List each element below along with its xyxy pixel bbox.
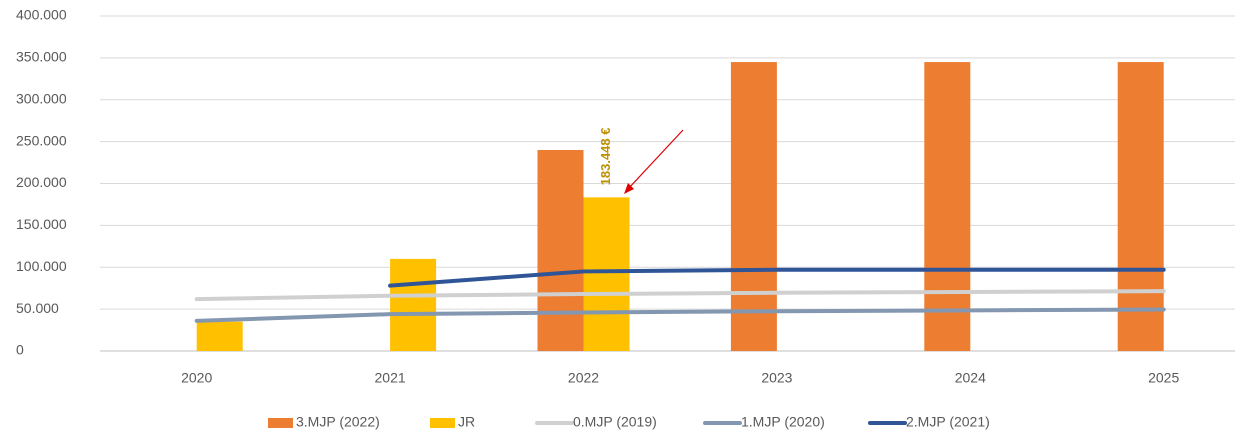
annotation-arrow [627,129,684,190]
y-tick-label: 400.000 [16,7,67,23]
legend-label: 2.MJP (2021) [906,414,990,430]
bar [583,197,630,351]
y-tick-label: 150.000 [16,216,67,232]
y-tick-label: 50.000 [16,300,59,316]
bar [924,62,971,351]
y-tick-label: 200.000 [16,174,67,190]
legend-swatch [268,418,293,428]
legend-label: JR [458,414,475,430]
y-tick-label: 350.000 [16,49,67,65]
arrow-head [624,183,634,194]
legend-label: 1.MJP (2020) [741,414,825,430]
x-tick-label: 2021 [375,370,406,386]
x-tick-label: 2022 [568,370,599,386]
data-label: 183.448 € [598,128,613,186]
x-tick-label: 2023 [761,370,792,386]
bar [1117,62,1164,351]
bar [537,150,584,351]
x-tick-label: 2024 [955,370,986,386]
legend-label: 3.MJP (2022) [296,414,380,430]
line [194,307,1166,323]
x-tick-label: 2020 [181,370,212,386]
line [194,289,1166,302]
x-tick-label: 2025 [1148,370,1179,386]
bar [390,258,437,351]
y-tick-label: 300.000 [16,90,67,106]
y-tick-label: 100.000 [16,258,67,274]
y-tick-label: 0 [16,342,24,358]
legend-swatch [430,418,455,428]
y-tick-label: 250.000 [16,132,67,148]
bar [730,62,777,351]
legend-label: 0.MJP (2019) [573,414,657,430]
line [388,267,1166,288]
bar [196,321,243,351]
